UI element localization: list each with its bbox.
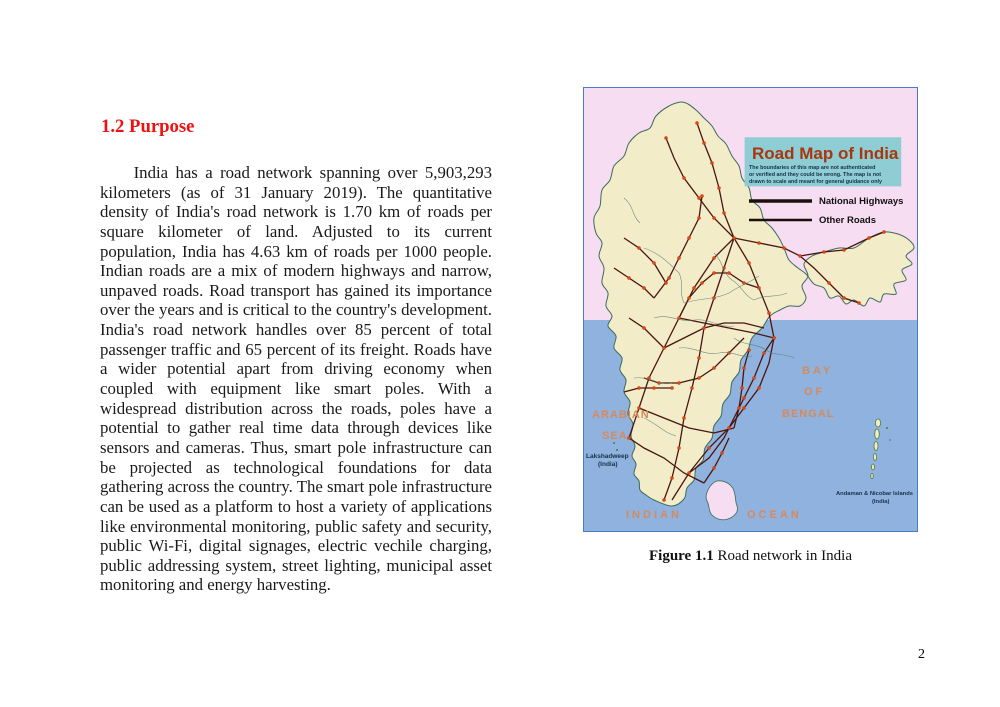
svg-text:BAY: BAY bbox=[802, 365, 833, 377]
svg-text:Road Map of India: Road Map of India bbox=[752, 144, 899, 163]
svg-text:BENGAL: BENGAL bbox=[782, 408, 834, 420]
svg-text:SEA: SEA bbox=[602, 430, 628, 442]
svg-text:Other Roads: Other Roads bbox=[819, 215, 876, 226]
svg-text:(India): (India) bbox=[598, 461, 618, 468]
svg-text:ARABIAN: ARABIAN bbox=[592, 409, 650, 421]
svg-text:OF: OF bbox=[804, 386, 825, 398]
svg-text:(India): (India) bbox=[872, 499, 889, 505]
svg-text:or verified and they could be: or verified and they could be wrong. The… bbox=[749, 172, 881, 178]
svg-text:National Highways: National Highways bbox=[819, 196, 903, 207]
svg-text:The boundaries of this map: The boundaries of this map are not authe… bbox=[749, 165, 875, 171]
svg-text:Andaman & Nicobar Islands: Andaman & Nicobar Islands bbox=[836, 491, 913, 497]
svg-text:OCEAN: OCEAN bbox=[747, 509, 802, 521]
svg-text:Lakshadweep: Lakshadweep bbox=[586, 453, 629, 460]
svg-text:INDIAN: INDIAN bbox=[626, 509, 682, 521]
svg-text:drawn to scale and meant for g: drawn to scale and meant for general gui… bbox=[749, 179, 882, 185]
